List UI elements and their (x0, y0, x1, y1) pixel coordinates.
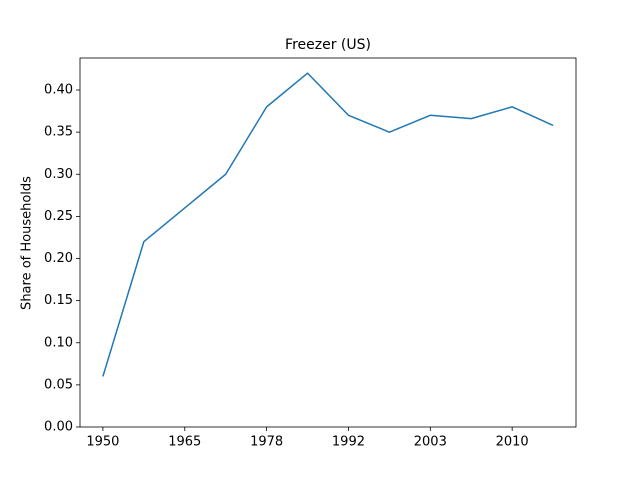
y-tick-label: 0.40 (44, 83, 73, 98)
y-axis-label: Share of Households (20, 176, 35, 310)
y-tick-label: 0.25 (44, 209, 73, 224)
y-tick-label: 0.10 (44, 335, 73, 350)
x-tick-label: 1965 (168, 435, 201, 450)
x-tick-label: 2010 (496, 435, 529, 450)
y-tick-label: 0.00 (44, 420, 73, 435)
plot-frame (79, 57, 577, 428)
x-tick-label: 1978 (250, 435, 283, 450)
y-tick-label: 0.35 (44, 125, 73, 140)
x-tick-label: 2003 (414, 435, 447, 450)
x-tick-label: 1992 (332, 435, 365, 450)
y-tick-label: 0.05 (44, 377, 73, 392)
line (102, 72, 554, 377)
y-tick-label: 0.20 (44, 251, 73, 266)
y-tick-label: 0.15 (44, 293, 73, 308)
x-tick-label: 1950 (86, 435, 119, 450)
y-tick-label: 0.30 (44, 167, 73, 182)
chart-title: Freezer (US) (285, 37, 371, 53)
